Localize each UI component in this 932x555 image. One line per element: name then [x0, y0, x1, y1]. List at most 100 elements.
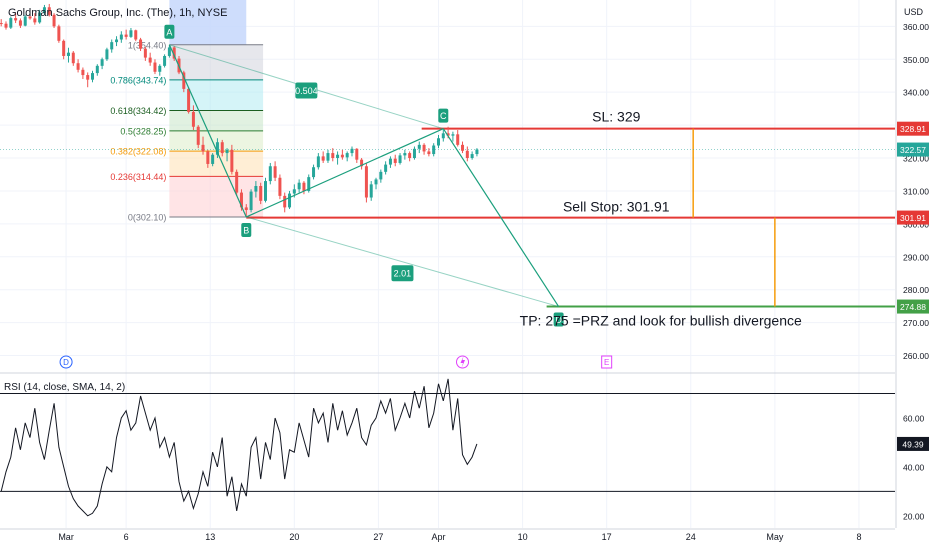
rsi-title: RSI (14, close, SMA, 14, 2): [4, 382, 125, 393]
pattern-point-label: D: [555, 315, 562, 325]
candle: [115, 39, 119, 43]
candle: [110, 42, 114, 50]
price-tick-label: 270.00: [903, 318, 929, 328]
candle: [187, 88, 191, 112]
candle: [143, 48, 147, 58]
earnings-event-marker[interactable]: [601, 355, 613, 369]
candle: [230, 149, 234, 172]
rsi-tick-label: 40.00: [903, 462, 925, 472]
candle: [292, 189, 296, 194]
candle: [153, 62, 157, 72]
rsi-tick-label: 20.00: [903, 511, 925, 521]
rsi-line: [0, 378, 478, 517]
time-tick-label: Apr: [431, 532, 445, 542]
ratio-label: 2.01: [394, 269, 412, 279]
time-tick-label: 13: [205, 532, 215, 542]
fibonacci-retracement[interactable]: 1(354.40) 0.786(343.74) 0.618(334.42) 0.5(3…: [110, 0, 264, 222]
pattern-leg: [442, 128, 560, 307]
candle: [355, 148, 359, 160]
sell-stop-price-tag-label: 301.91: [900, 213, 926, 223]
candle: [441, 133, 445, 139]
candle: [336, 154, 340, 159]
pattern-leg: [246, 128, 444, 218]
time-tick-label: 10: [518, 532, 528, 542]
dividend-event-marker[interactable]: [59, 355, 73, 369]
candle: [211, 154, 215, 164]
candle: [191, 111, 195, 127]
candle: [239, 192, 243, 208]
lightning-glyph: [460, 356, 466, 368]
price-tick-label: 340.00: [903, 88, 929, 98]
price-tick-label: 350.00: [903, 55, 929, 65]
fib-level-label: 0.5(328.25): [120, 126, 166, 136]
candle: [369, 184, 373, 198]
grid: [0, 0, 897, 530]
price-tick-label: 260.00: [903, 351, 929, 361]
candle: [259, 186, 263, 201]
fib-level-label: 1(354.40): [128, 40, 167, 50]
candle: [52, 14, 56, 27]
pattern-point-badge[interactable]: [241, 222, 252, 237]
pattern-point-label: A: [166, 27, 172, 37]
pattern-point-label: B: [243, 225, 249, 235]
abcd-pattern[interactable]: A B C D 0.504 2.01: [164, 24, 564, 327]
price-levels[interactable]: [0, 127, 895, 308]
rsi-value-tag-label: 49.39: [902, 439, 924, 449]
candle: [42, 7, 46, 13]
candle: [393, 158, 397, 163]
fib-level-label: 0.382(322.08): [110, 147, 166, 157]
candle: [57, 26, 61, 41]
rsi-tick-label: 60.00: [903, 414, 925, 424]
candle: [4, 23, 8, 28]
candle: [134, 30, 138, 40]
candle: [345, 153, 349, 158]
pattern-point-badge[interactable]: [553, 312, 564, 327]
candle: [384, 164, 388, 172]
fib-level-label: 0.786(343.74): [110, 75, 166, 85]
candle: [432, 145, 436, 155]
candle: [340, 154, 344, 158]
ratio-badge[interactable]: [295, 82, 318, 99]
candle: [220, 142, 224, 154]
annotations: SL: 329 Sell Stop: 301.91 TP: 275 =PRZ and…: [59, 109, 802, 369]
candle: [273, 166, 277, 178]
candle: [249, 191, 253, 211]
time-tick-label: 6: [124, 532, 129, 542]
candle: [408, 153, 412, 159]
candle: [158, 65, 162, 72]
rsi-value-tag[interactable]: [897, 436, 929, 451]
candle: [129, 30, 133, 37]
fib-zone: [169, 110, 264, 131]
pattern-point-badge[interactable]: [438, 108, 449, 123]
fib-level-label: 0(302.10): [128, 212, 167, 222]
candle: [283, 195, 287, 208]
tp-price-tag-label: 274.88: [900, 302, 926, 312]
tp-price-tag[interactable]: [897, 299, 929, 314]
candle: [417, 144, 421, 149]
candle: [427, 151, 431, 155]
price-tick-label: 290.00: [903, 252, 929, 262]
sell-stop-price-tag[interactable]: [897, 210, 929, 225]
candle: [312, 167, 316, 178]
candle: [206, 151, 210, 164]
sl-price-tag[interactable]: [897, 121, 929, 136]
ratio-badge[interactable]: [391, 265, 414, 282]
current-price-tag[interactable]: [897, 142, 929, 157]
time-tick-label: 27: [373, 532, 383, 542]
candlestick-series: [0, 3, 479, 217]
time-tick-label: 20: [289, 532, 299, 542]
event-label: E: [604, 358, 609, 367]
price-axis[interactable]: 260.00270.00280.00290.00300.00310.00320.…: [897, 22, 929, 521]
candle: [225, 149, 229, 154]
candle: [139, 39, 143, 49]
candle: [148, 57, 152, 63]
candle: [321, 156, 325, 161]
candle: [278, 177, 282, 196]
candle: [451, 134, 455, 136]
pattern-point-badge[interactable]: [164, 24, 175, 39]
time-axis[interactable]: Mar 6 13 20 27 Apr 10 17 24 May 8: [58, 532, 861, 542]
pattern-leg: [168, 44, 247, 218]
event-label: D: [63, 358, 69, 367]
